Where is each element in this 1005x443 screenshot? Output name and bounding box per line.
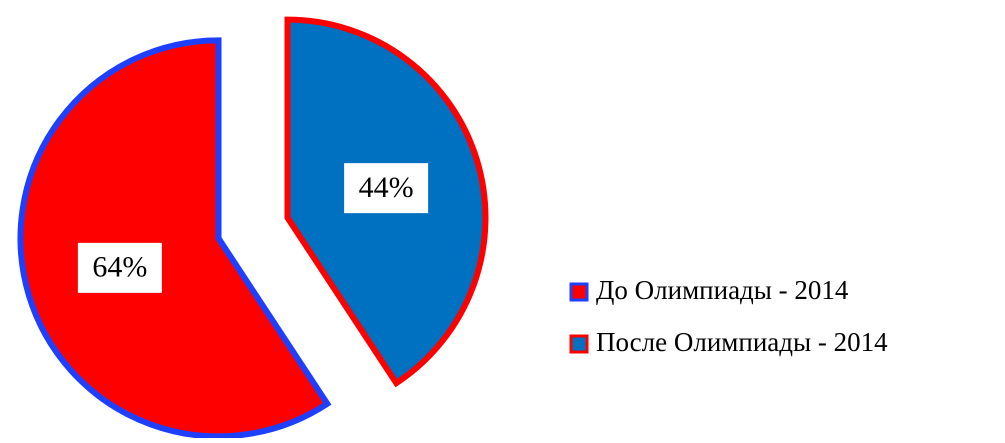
data-label-box	[77, 242, 162, 293]
pie-slice	[17, 37, 332, 440]
legend-swatch	[569, 282, 589, 302]
data-label: 64%	[92, 251, 147, 284]
legend-swatch	[569, 334, 589, 354]
data-label-box	[344, 163, 429, 214]
legend-label: До Олимпиады - 2014	[596, 275, 849, 305]
legend-label: После Олимпиады - 2014	[596, 327, 888, 357]
data-label: 44%	[359, 171, 414, 204]
